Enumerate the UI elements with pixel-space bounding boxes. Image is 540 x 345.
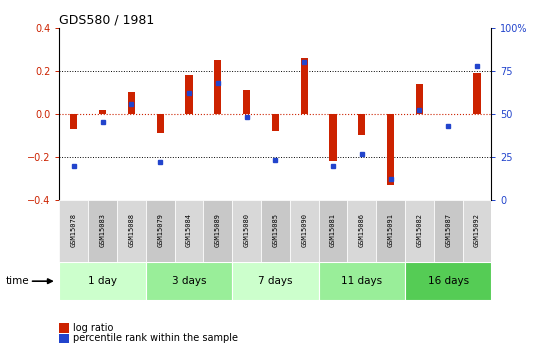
Text: GSM15082: GSM15082: [416, 213, 422, 247]
Bar: [232, 262, 319, 300]
Bar: [329, 114, 336, 161]
Bar: [146, 262, 232, 300]
Text: 16 days: 16 days: [428, 276, 469, 286]
Text: GSM15080: GSM15080: [244, 213, 249, 247]
Bar: [128, 92, 135, 114]
Text: GSM15079: GSM15079: [157, 213, 163, 247]
Text: GSM15085: GSM15085: [272, 213, 279, 247]
Text: GSM15086: GSM15086: [359, 213, 365, 247]
Bar: [319, 262, 405, 300]
Bar: [358, 114, 366, 136]
Text: GSM15078: GSM15078: [71, 213, 77, 247]
Bar: [272, 114, 279, 131]
Bar: [204, 200, 232, 262]
Text: 11 days: 11 days: [341, 276, 382, 286]
Text: GSM15091: GSM15091: [388, 213, 394, 247]
Bar: [474, 73, 481, 114]
Bar: [146, 200, 174, 262]
Bar: [416, 84, 423, 114]
Text: GSM15090: GSM15090: [301, 213, 307, 247]
Bar: [261, 200, 290, 262]
Text: GDS580 / 1981: GDS580 / 1981: [59, 13, 154, 27]
Bar: [59, 262, 146, 300]
Text: 3 days: 3 days: [172, 276, 206, 286]
Bar: [405, 262, 491, 300]
Bar: [117, 200, 146, 262]
Bar: [463, 200, 491, 262]
Bar: [232, 200, 261, 262]
Bar: [290, 200, 319, 262]
Bar: [174, 200, 204, 262]
Bar: [185, 75, 193, 114]
Text: time: time: [5, 276, 29, 286]
Bar: [301, 58, 308, 114]
Text: GSM15087: GSM15087: [445, 213, 451, 247]
Text: log ratio: log ratio: [73, 323, 113, 333]
Text: 7 days: 7 days: [258, 276, 293, 286]
Text: percentile rank within the sample: percentile rank within the sample: [73, 334, 238, 343]
Text: GSM15088: GSM15088: [129, 213, 134, 247]
Bar: [319, 200, 347, 262]
Text: GSM15083: GSM15083: [99, 213, 106, 247]
Bar: [99, 110, 106, 114]
Bar: [157, 114, 164, 133]
Bar: [387, 114, 394, 185]
Bar: [59, 200, 88, 262]
Bar: [88, 200, 117, 262]
Text: GSM15092: GSM15092: [474, 213, 480, 247]
Text: GSM15084: GSM15084: [186, 213, 192, 247]
Bar: [434, 200, 463, 262]
Bar: [347, 200, 376, 262]
Bar: [376, 200, 405, 262]
Text: 1 day: 1 day: [88, 276, 117, 286]
Bar: [70, 114, 77, 129]
Bar: [405, 200, 434, 262]
Bar: [243, 90, 250, 114]
Bar: [214, 60, 221, 114]
Text: GSM15089: GSM15089: [215, 213, 221, 247]
Text: GSM15081: GSM15081: [330, 213, 336, 247]
